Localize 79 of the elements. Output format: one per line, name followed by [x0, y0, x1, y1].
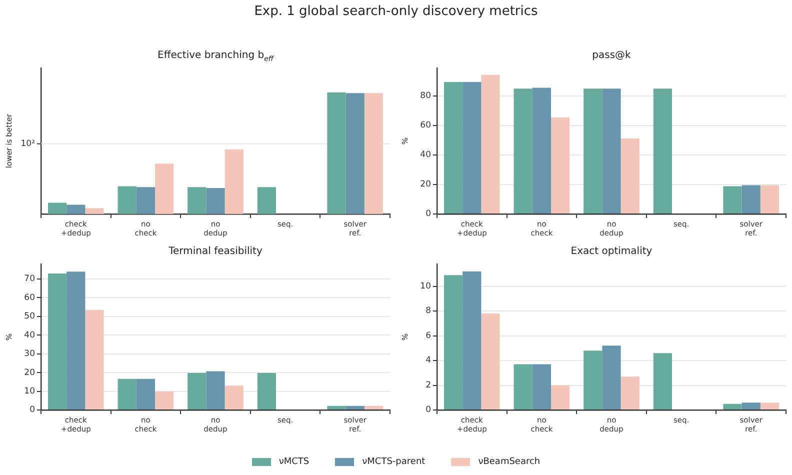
bar	[206, 188, 225, 214]
y-tick-label: 60	[420, 120, 431, 131]
bar	[584, 88, 602, 214]
y-tick-label: 10	[24, 386, 35, 396]
y-tick-label: 20	[24, 368, 35, 378]
y-tick-label: 6	[426, 330, 431, 341]
bar	[364, 406, 384, 410]
bar	[155, 391, 174, 410]
y-tick-label: 8	[426, 306, 431, 316]
bar	[462, 271, 482, 410]
y-tick-label: 2	[426, 380, 431, 390]
bar	[346, 93, 364, 214]
bar	[188, 187, 206, 214]
y-tick-label: 40	[420, 150, 431, 160]
bar	[444, 82, 463, 214]
bar	[514, 88, 532, 214]
legend-label: νMCTS-parent	[362, 457, 426, 467]
bar	[85, 310, 104, 410]
bar	[653, 353, 672, 410]
bar	[118, 186, 136, 214]
bar	[602, 346, 621, 410]
bar	[155, 164, 174, 214]
bar	[760, 402, 780, 410]
bar	[257, 372, 276, 410]
bar	[85, 208, 104, 214]
bar	[532, 364, 552, 410]
legend-label: νMCTS	[278, 457, 310, 467]
y-tick-label: 50	[24, 312, 35, 322]
y-tick-label: 10	[420, 281, 431, 292]
chart-title: pass@k	[592, 50, 632, 61]
bar	[257, 187, 276, 214]
bar	[742, 185, 760, 214]
bar	[620, 376, 640, 410]
y-tick-label: 0	[426, 209, 431, 220]
bar	[118, 378, 136, 410]
y-tick-label: 0	[426, 405, 431, 416]
bar	[620, 138, 640, 214]
bar	[364, 93, 384, 214]
bar	[481, 74, 500, 214]
bar	[551, 117, 570, 214]
bar	[327, 406, 346, 410]
bar	[551, 385, 570, 410]
bar	[327, 92, 346, 214]
bar	[188, 372, 206, 410]
y-tick-label: 80	[420, 91, 431, 102]
bar	[514, 364, 532, 410]
bar	[481, 313, 500, 410]
y-tick-label: 70	[24, 274, 35, 284]
bar	[136, 187, 156, 214]
bar	[444, 275, 463, 410]
bar	[532, 88, 552, 214]
bar	[602, 88, 621, 214]
y-tick-label: 0	[30, 405, 35, 416]
bar	[584, 350, 602, 410]
text: 10²	[20, 139, 35, 149]
y-tick-label: 30	[24, 349, 35, 360]
bar	[206, 371, 225, 410]
bar	[653, 88, 672, 214]
bar	[136, 378, 156, 410]
bar	[742, 402, 760, 410]
bar	[66, 272, 86, 410]
bar	[462, 82, 482, 214]
bar	[723, 404, 742, 410]
y-tick-label: 4	[426, 356, 431, 366]
chart-title: Exact optimality	[570, 246, 652, 257]
bar	[224, 149, 244, 214]
y-tick-label: 40	[24, 330, 35, 340]
bar	[760, 185, 780, 214]
legend-label: νBeamSearch	[478, 457, 540, 467]
bar	[723, 186, 742, 214]
chart-title: Terminal feasibility	[168, 246, 262, 257]
y-tick-label: 60	[24, 292, 35, 303]
bar	[48, 202, 67, 214]
y-tick-label: 20	[420, 180, 431, 190]
bar	[66, 204, 86, 214]
bar	[346, 406, 364, 410]
bar	[48, 274, 67, 410]
text: Exp. 1 global search-only discovery metrics	[253, 4, 539, 19]
bar	[224, 386, 244, 410]
